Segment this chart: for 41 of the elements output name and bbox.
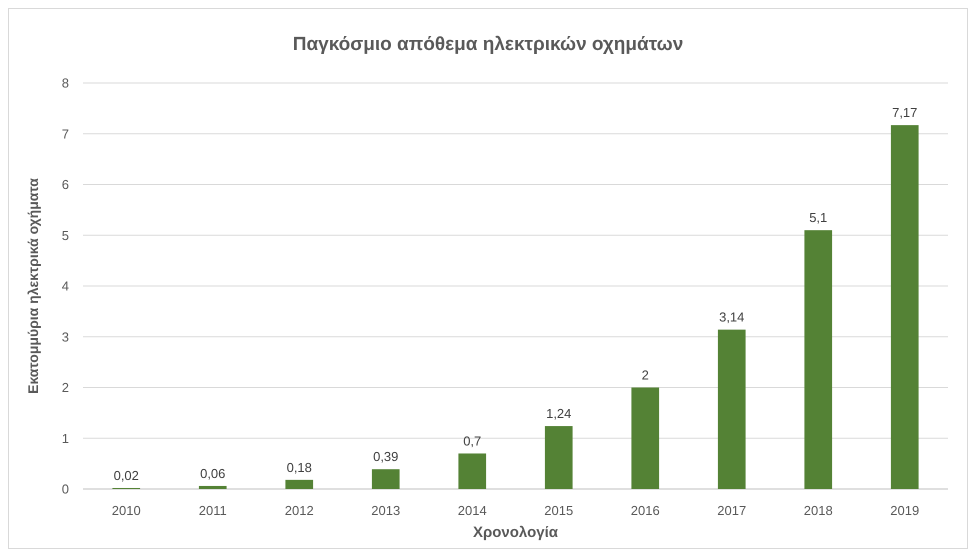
y-tick-label: 6: [62, 177, 69, 192]
x-tick-label: 2017: [717, 503, 746, 518]
x-tick-label: 2015: [544, 503, 574, 518]
data-label: 0,18: [286, 460, 312, 475]
y-tick-label: 3: [62, 329, 69, 344]
bar: [718, 330, 746, 489]
y-tick-label: 5: [62, 228, 69, 243]
y-axis-title: Εκατομμύρια ηλεκτρικά οχήματα: [25, 178, 41, 394]
y-tick-label: 7: [62, 126, 69, 142]
data-label: 3,14: [719, 310, 744, 325]
bar: [372, 469, 400, 489]
bar: [544, 426, 573, 489]
x-tick-label: 2018: [804, 503, 833, 518]
data-label: 5,1: [809, 210, 828, 226]
bar: [198, 486, 227, 489]
data-label: 0,39: [373, 449, 398, 464]
x-tick-label: 2014: [458, 503, 487, 518]
x-tick-label: 2010: [112, 503, 141, 518]
x-axis-title: Χρονολογία: [472, 524, 559, 541]
y-tick-label: 4: [62, 278, 69, 294]
x-tick-label: 2012: [284, 503, 314, 518]
y-tick-label: 2: [62, 380, 69, 396]
data-label: 1,24: [546, 406, 572, 422]
x-tick-label: 2011: [198, 503, 227, 518]
y-tick-label: 0: [62, 482, 69, 497]
bar: [804, 230, 832, 489]
bar: [890, 125, 919, 489]
data-label: 2: [642, 368, 649, 382]
x-tick-label: 2016: [630, 503, 660, 518]
y-tick-label: 1: [62, 430, 69, 446]
bar: [631, 388, 660, 489]
bar: [458, 453, 486, 489]
data-label: 0,02: [114, 468, 139, 483]
chart-title: Παγκόσμιο απόθεμα ηλεκτρικών οχημάτων: [292, 34, 684, 55]
x-tick-label: 2019: [890, 503, 920, 518]
data-label: 0,7: [463, 433, 482, 448]
data-label: 0,06: [200, 466, 226, 481]
x-tick-label: 2013: [371, 503, 400, 518]
data-label: 7,17: [892, 105, 918, 120]
bar: [285, 480, 314, 489]
y-tick-label: 8: [62, 76, 69, 91]
